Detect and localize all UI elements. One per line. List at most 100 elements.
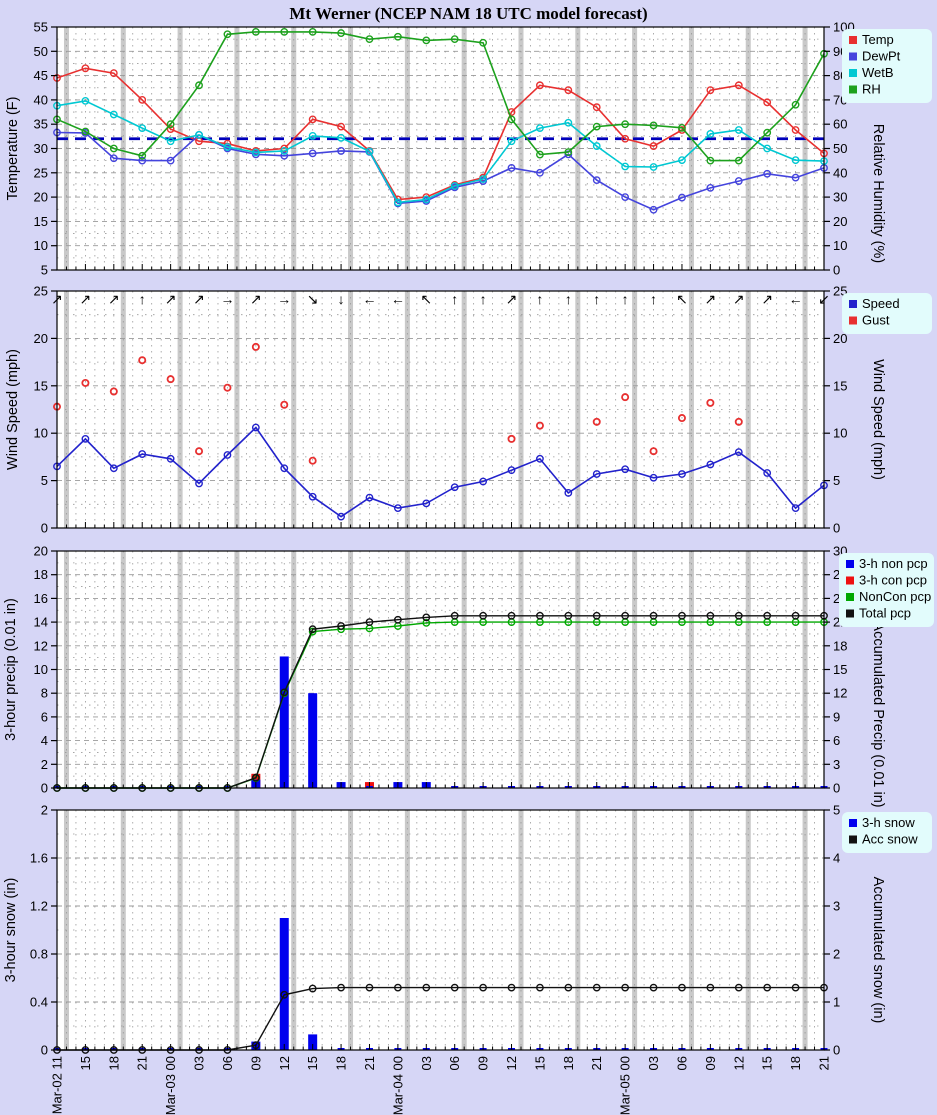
plot-area bbox=[57, 810, 824, 1050]
six-hour-band bbox=[461, 291, 467, 528]
six-hour-band bbox=[518, 291, 524, 528]
x-axis-label: 18 bbox=[334, 1056, 349, 1070]
gust-markers-point bbox=[81, 378, 90, 387]
x-axis-label: 18 bbox=[788, 1056, 803, 1070]
right-tick-label: 0 bbox=[833, 781, 840, 796]
six-hour-band bbox=[348, 291, 354, 528]
speed-markers-point bbox=[81, 434, 90, 443]
gust-markers-point bbox=[734, 417, 743, 426]
left-tick-label: 25 bbox=[34, 165, 48, 180]
six-hour-band bbox=[348, 551, 354, 788]
left-axis-title: 3-hour snow (in) bbox=[3, 878, 19, 983]
wetb-markers-point bbox=[536, 124, 544, 132]
right-tick-label: 5 bbox=[833, 803, 840, 818]
left-tick-label: 25 bbox=[34, 284, 48, 299]
acc-snow-markers-point bbox=[706, 983, 715, 992]
acc-snow-markers-point bbox=[678, 983, 686, 992]
speed-markers-point bbox=[308, 492, 317, 501]
wetb-markers-point bbox=[223, 143, 232, 151]
left-tick-label: 20 bbox=[34, 331, 48, 346]
wetb-markers-point bbox=[195, 130, 203, 139]
legend-box bbox=[842, 812, 932, 853]
wind-arrow: → bbox=[220, 291, 234, 307]
six-hour-band bbox=[177, 291, 183, 528]
left-tick-label: 2 bbox=[41, 803, 48, 818]
plot-area bbox=[57, 291, 824, 528]
wind-arrow: ↖ bbox=[420, 291, 432, 307]
x-axis-label: 03 bbox=[419, 1056, 434, 1070]
x-axis-label: 06 bbox=[447, 1056, 462, 1070]
right-axis-title: Relative Humidity (%) bbox=[870, 124, 886, 263]
acc-snow-markers-point bbox=[791, 983, 800, 992]
rh-markers-point bbox=[166, 120, 175, 129]
left-tick-label: 0 bbox=[41, 1043, 48, 1058]
right-tick-label: 0 bbox=[833, 1043, 840, 1058]
x-axis-labels: Mar-02 11 15 18 21 Mar-03 00 03 06 09 12 15 18 21 Ma… bbox=[50, 1056, 832, 1115]
wetb-markers-point bbox=[763, 144, 772, 153]
x-axis-label: 03 bbox=[646, 1056, 661, 1070]
temp-markers-point bbox=[592, 103, 601, 112]
legend-swatch-rh bbox=[849, 85, 857, 94]
right-tick-label: 9 bbox=[833, 709, 840, 724]
right-tick-label: 20 bbox=[833, 214, 847, 229]
legend-swatch-noncon-pcp bbox=[846, 593, 854, 601]
wind-arrow: → bbox=[277, 291, 291, 307]
x-axis-label: 15 bbox=[78, 1056, 93, 1070]
wetb-markers-point bbox=[251, 148, 260, 157]
speed-markers-point bbox=[280, 464, 289, 473]
temp-markers-point bbox=[308, 115, 317, 124]
panel-wind: ↗ ↗ ↗ ↑ ↗ ↗ → ↗ → ↘ ↓ ← ← ↖ ↑ ↑ ↗ ↑ ↑ ↑ ↑ ↑ ↖ ↗ ↗ ↗ ← ↙051015202505… bbox=[5, 284, 932, 536]
wetb-markers-point bbox=[479, 175, 488, 184]
left-tick-label: 4 bbox=[41, 733, 48, 748]
dewpt-markers-point bbox=[678, 193, 686, 202]
x-axis-label: 12 bbox=[277, 1056, 292, 1070]
legend-swatch-3-h-snow bbox=[849, 819, 857, 827]
acc-snow-markers-point bbox=[649, 983, 658, 992]
left-tick-label: 10 bbox=[34, 238, 48, 253]
gust-markers bbox=[53, 342, 743, 465]
speed-markers-point bbox=[251, 423, 260, 432]
wind-arrow: ↗ bbox=[108, 291, 120, 307]
dewpt-markers-point bbox=[734, 177, 743, 185]
dewpt-markers-point bbox=[308, 149, 317, 158]
temp-markers-point bbox=[763, 98, 772, 107]
legend-swatch-temp bbox=[849, 36, 857, 44]
rh-markers-point bbox=[308, 27, 317, 36]
wetb-markers-point bbox=[649, 163, 658, 171]
dewpt-markers-point bbox=[507, 164, 516, 172]
total-pcp-markers-point bbox=[621, 611, 630, 620]
x-axis-label: Mar-05 00 bbox=[618, 1056, 633, 1115]
speed-markers-point bbox=[365, 493, 374, 502]
dewpt-markers-point bbox=[592, 176, 601, 184]
left-tick-label: 20 bbox=[34, 544, 48, 559]
acc-snow-markers-point bbox=[734, 983, 743, 992]
total-pcp-markers-point bbox=[251, 773, 260, 782]
temp-line bbox=[56, 67, 825, 201]
rh-markers bbox=[53, 27, 828, 165]
right-axis-title: Accumulated snow (in) bbox=[870, 877, 886, 1024]
x-axis-label: 15 bbox=[760, 1056, 775, 1070]
x-axis-label: Mar-02 11 bbox=[50, 1056, 65, 1114]
rh-markers-point bbox=[649, 121, 658, 130]
six-hour-band bbox=[404, 551, 410, 788]
left-tick-label: 0.8 bbox=[30, 947, 48, 962]
rh-markers-point bbox=[109, 144, 118, 153]
rh-markers-point bbox=[365, 35, 374, 44]
left-tick-label: 15 bbox=[34, 378, 48, 393]
left-tick-label: 0 bbox=[41, 781, 48, 796]
wind-arrow: ↗ bbox=[80, 291, 92, 307]
total-pcp-markers-point bbox=[308, 625, 317, 634]
legend-label: RH bbox=[862, 82, 881, 97]
rh-markers-point bbox=[763, 128, 772, 137]
panel-temperature: 5101520253035404550550102030405060708090… bbox=[5, 20, 932, 278]
panel-border bbox=[56, 290, 825, 529]
six-hour-band bbox=[575, 551, 581, 788]
left-tick-label: 5 bbox=[41, 473, 48, 488]
right-tick-label: 30 bbox=[833, 190, 847, 205]
wind-arrow: ↑ bbox=[139, 291, 146, 307]
speed-markers bbox=[53, 423, 828, 521]
left-tick-label: 6 bbox=[41, 709, 48, 724]
x-axis-label: 21 bbox=[589, 1056, 604, 1070]
left-tick-label: 1.6 bbox=[30, 851, 48, 866]
dewpt-markers-point bbox=[791, 173, 800, 182]
